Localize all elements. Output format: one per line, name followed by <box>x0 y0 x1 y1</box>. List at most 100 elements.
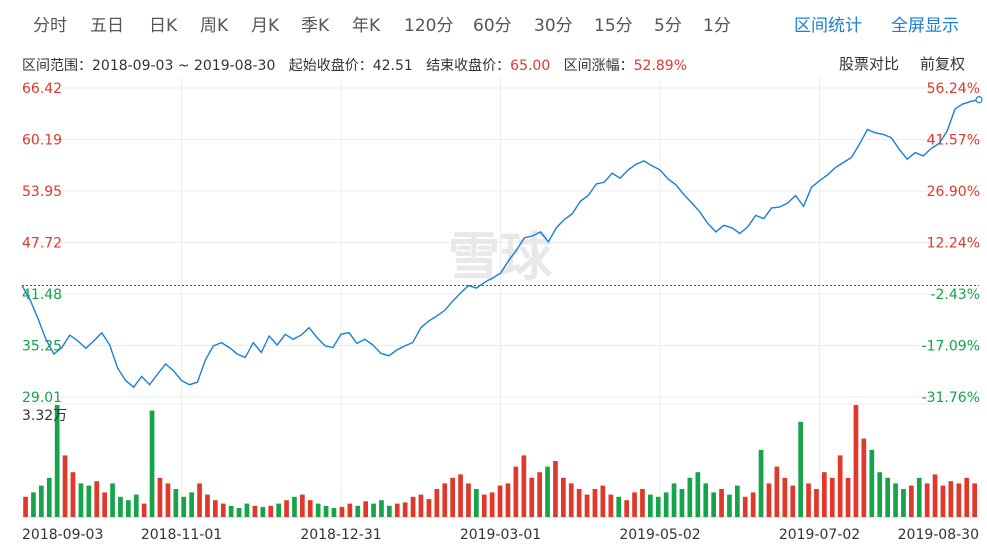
volume-bar <box>62 455 68 517</box>
volume-bar <box>822 472 827 517</box>
volume-bar <box>901 489 906 517</box>
period-tabs: 分时 五日 日K 周K 月K 季K 年K 120分 60分 30分 15分 5分… <box>0 0 987 46</box>
tab-year-k[interactable]: 年K <box>352 16 381 36</box>
change-value: 52.89% <box>633 58 688 74</box>
tab-week-k[interactable]: 周K <box>200 16 229 36</box>
volume-bar <box>181 496 187 517</box>
volume-bar <box>236 508 242 517</box>
percent-tick-label: -31.76% <box>922 390 980 406</box>
volume-bar <box>315 503 321 517</box>
volume-bar <box>505 483 511 517</box>
tab-120min[interactable]: 120分 <box>404 16 454 36</box>
price-tick-label: 60.19 <box>22 133 62 149</box>
volume-bar <box>829 477 835 517</box>
volume-bar <box>54 405 60 517</box>
volume-bar <box>679 489 685 517</box>
volume-bar <box>141 503 147 517</box>
volume-bar <box>687 477 693 517</box>
volume-bar <box>110 483 115 517</box>
volume-bar <box>806 483 811 517</box>
volume-bar <box>861 438 867 517</box>
tab-1min[interactable]: 1分 <box>703 16 731 36</box>
tab-quarter-k[interactable]: 季K <box>301 16 330 36</box>
range-stats-button[interactable]: 区间统计 <box>794 16 862 36</box>
range-info: 区间范围：2018-09-03 ~ 2019-08-30 起始收盘价：42.51… <box>22 55 687 75</box>
range-label: 区间范围： <box>22 58 92 74</box>
volume-bar <box>932 474 938 517</box>
tab-minute[interactable]: 分时 <box>33 16 67 36</box>
volume-bar <box>924 483 930 517</box>
volume-bar <box>964 477 970 517</box>
volume-bar <box>213 500 218 517</box>
percent-tick-label: 12.24% <box>927 236 980 252</box>
last-price-dot <box>975 96 983 104</box>
volume-bar <box>94 481 100 517</box>
volume-bar <box>31 492 36 517</box>
price-tick-label: 66.42 <box>22 81 62 97</box>
volume-bar <box>46 477 52 517</box>
volume-bar <box>70 472 76 517</box>
volume-bar <box>695 472 701 517</box>
volume-max-label: 3.32万 <box>22 408 67 424</box>
date-tick-label: 2018-11-01 <box>141 527 222 543</box>
volume-bar <box>394 503 400 517</box>
volume-bar <box>790 485 796 517</box>
volume-bar <box>521 455 527 517</box>
volume-bar <box>252 505 258 517</box>
volume-bar <box>347 503 353 517</box>
volume-bar <box>497 485 503 517</box>
volume-bar <box>727 494 732 517</box>
fullscreen-button[interactable]: 全屏显示 <box>891 16 959 36</box>
volume-bar <box>387 505 392 517</box>
volume-bar <box>268 505 274 517</box>
volume-bar <box>592 489 598 517</box>
volume-bar <box>774 466 780 517</box>
start-price-label: 起始收盘价： <box>288 58 373 74</box>
adjust-button[interactable]: 前复权 <box>920 55 966 73</box>
volume-bar <box>220 503 226 517</box>
tab-five-day[interactable]: 五日 <box>90 16 124 36</box>
volume-bar <box>711 492 716 517</box>
tab-30min[interactable]: 30分 <box>534 16 573 36</box>
start-price-value: 42.51 <box>372 58 413 74</box>
volume-bar <box>568 483 574 517</box>
tab-day-k[interactable]: 日K <box>149 16 178 36</box>
tab-15min[interactable]: 15分 <box>594 16 633 36</box>
date-tick-label: 2019-07-02 <box>779 527 860 543</box>
volume-bar <box>481 494 487 517</box>
volume-bar <box>916 477 922 517</box>
tab-month-k[interactable]: 月K <box>251 16 280 36</box>
volume-bar <box>648 494 653 517</box>
volume-bar <box>118 496 123 517</box>
percent-tick-label: -2.43% <box>930 287 980 303</box>
volume-bar <box>837 455 843 517</box>
stock-compare-button[interactable]: 股票对比 <box>839 55 900 73</box>
volume-bar <box>940 485 946 517</box>
volume-bar <box>798 421 803 517</box>
volume-bar <box>600 485 606 517</box>
volume-bar <box>972 483 977 517</box>
volume-bar <box>86 485 92 517</box>
volume-bar <box>869 449 875 517</box>
date-tick-label: 2019-05-02 <box>619 527 700 543</box>
volume-bar <box>450 477 455 517</box>
volume-bar <box>205 494 210 517</box>
volume-bar <box>165 483 171 517</box>
date-tick-label: 2018-09-03 <box>22 527 103 543</box>
volume-bar <box>426 499 432 517</box>
price-tick-label: 41.48 <box>22 287 62 303</box>
volume-bar <box>474 489 479 517</box>
tab-5min[interactable]: 5分 <box>654 16 682 36</box>
percent-tick-label: -17.09% <box>922 339 980 355</box>
volume-bar <box>853 405 859 517</box>
tab-60min[interactable]: 60分 <box>473 16 512 36</box>
volume-bar <box>885 477 890 517</box>
volume-bar <box>276 503 281 517</box>
volume-bar <box>418 494 424 517</box>
volume-bar <box>228 505 234 517</box>
change-label: 区间涨幅： <box>563 58 634 74</box>
volume-bar <box>814 489 819 517</box>
volume-bar <box>537 472 542 517</box>
date-tick-label: 2019-08-30 <box>898 527 979 543</box>
